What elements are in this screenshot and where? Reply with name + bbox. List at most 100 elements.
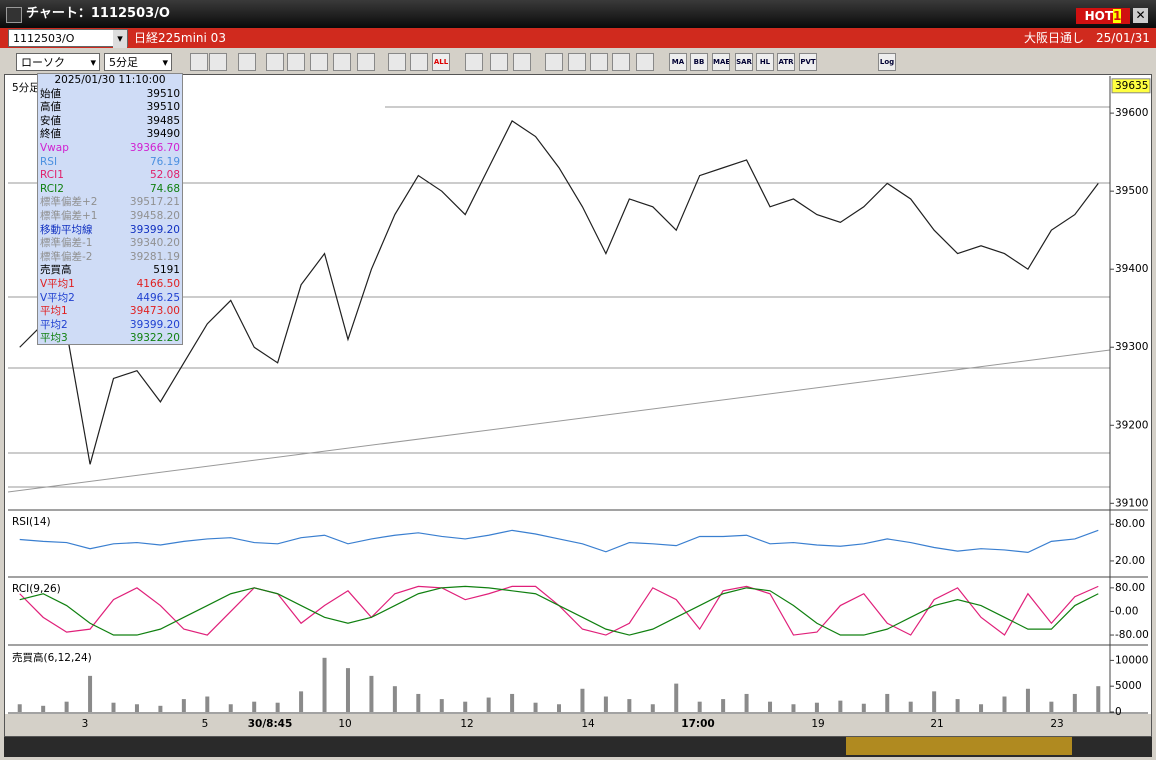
info-value: 39458.20 (129, 209, 180, 222)
info-value: 39366.70 (129, 141, 180, 154)
tool-icon[interactable] (636, 53, 654, 71)
info-value: 39340.20 (129, 237, 180, 250)
tool-icon[interactable] (310, 53, 328, 71)
chart-type-select[interactable]: ローソク ▾ (16, 53, 100, 71)
y-tick-label: -80.00 (1115, 629, 1149, 641)
info-label: RCI1 (40, 169, 64, 182)
tool-icon[interactable] (490, 53, 508, 71)
tool-icon[interactable] (410, 53, 428, 71)
trend-line (7, 349, 1111, 493)
info-row: 平均1 39473.00 (40, 305, 180, 319)
last-price-box (1111, 78, 1151, 94)
volume-bar (17, 704, 22, 712)
info-value: 39510 (146, 87, 180, 100)
volume-bar (603, 696, 608, 712)
info-value: 74.68 (149, 182, 180, 195)
tool-button[interactable]: Log (878, 53, 896, 71)
tool-button[interactable]: ATR (777, 53, 795, 71)
tool-icon[interactable] (568, 53, 586, 71)
series-line (19, 585, 1099, 636)
tool-icon[interactable] (357, 53, 375, 71)
info-label: 終値 (40, 128, 61, 141)
app-icon (6, 7, 22, 23)
tool-icon[interactable] (333, 53, 351, 71)
volume-bar (345, 668, 350, 712)
info-label: 安値 (40, 114, 61, 127)
info-row: 平均3 39322.20 (40, 332, 180, 346)
close-button[interactable]: ✕ (1133, 8, 1148, 23)
info-row: 始値 39510 (40, 88, 180, 102)
tool-icon[interactable] (388, 53, 406, 71)
info-value: 39490 (146, 128, 180, 141)
info-label: 平均2 (40, 318, 68, 331)
volume-bar (955, 699, 960, 712)
info-row: RCI2 74.68 (40, 183, 180, 197)
tool-button[interactable]: SAR (735, 53, 753, 71)
hot-number: 1 (1113, 9, 1122, 23)
interval: 5分足 (109, 56, 138, 69)
info-label: RSI (40, 155, 58, 168)
tool-button[interactable]: MA (669, 53, 687, 71)
info-value: 39322.20 (129, 332, 180, 345)
volume-bar (158, 705, 163, 712)
tool-icon[interactable] (190, 53, 208, 71)
x-tick-label: 17:00 (681, 718, 714, 730)
tool-icon[interactable] (612, 53, 630, 71)
info-row: Vwap 39366.70 (40, 142, 180, 156)
volume-bar (1096, 686, 1101, 712)
y-tick-label: 0.00 (1115, 605, 1138, 617)
tool-icon[interactable] (287, 53, 305, 71)
info-panel: 2025/01/30 11:10:00 始値 39510 高値 39510 安値 3948… (37, 73, 183, 345)
volume-bar (181, 699, 186, 712)
info-label: V平均2 (40, 291, 75, 304)
volume-bar (814, 702, 819, 712)
volume-bar (486, 697, 491, 712)
code-input[interactable]: 1112503/O ▾ (8, 29, 128, 48)
volume-bar (1002, 696, 1007, 712)
x-tick-label: 30/8:45 (248, 718, 293, 730)
tool-button[interactable]: PVT (799, 53, 817, 71)
volume-bar (1049, 701, 1054, 712)
y-tick-label: 5000 (1115, 680, 1142, 692)
volume-bar (580, 688, 585, 712)
interval-select[interactable]: 5分足 ▾ (104, 53, 172, 71)
volume-bar (861, 703, 866, 712)
info-label: 始値 (40, 87, 61, 100)
y-tick-label: 39200 (1115, 419, 1148, 431)
scroll-thumb[interactable] (846, 737, 1072, 755)
y-tick-label: 39500 (1115, 185, 1148, 197)
tool-icon[interactable] (590, 53, 608, 71)
volume-bar (768, 701, 773, 712)
tool-icon[interactable] (209, 53, 227, 71)
volume-bar (322, 657, 327, 712)
info-label: 平均1 (40, 305, 68, 318)
volume-bar (885, 693, 890, 712)
tool-icon[interactable] (465, 53, 483, 71)
volume-bar (439, 699, 444, 712)
tool-icon[interactable] (545, 53, 563, 71)
tool-icon[interactable] (238, 53, 256, 71)
info-row: 標準偏差+1 39458.20 (40, 210, 180, 224)
info-value: 39281.19 (129, 250, 180, 263)
info-value: 39399.20 (129, 223, 180, 236)
info-datetime: 2025/01/30 11:10:00 (54, 74, 166, 86)
hot-button[interactable]: HOT1 (1076, 8, 1130, 24)
tool-icon[interactable] (513, 53, 531, 71)
info-row: 移動平均線 39399.20 (40, 224, 180, 238)
volume-bar (674, 683, 679, 712)
x-tick-label: 19 (811, 718, 824, 730)
volume-bar (111, 702, 116, 712)
session: 大阪日通し (1024, 31, 1085, 45)
info-value: 4496.25 (136, 291, 180, 304)
info-label: 標準偏差-2 (40, 250, 93, 263)
x-tick-label: 14 (581, 718, 595, 730)
tool-icon[interactable] (266, 53, 284, 71)
instrument-name: 日経225mini 03 (134, 31, 226, 45)
info-label: V平均1 (40, 277, 75, 290)
info-row: 高値 39510 (40, 101, 180, 115)
tool-button[interactable]: BB (690, 53, 708, 71)
tool-button[interactable]: MAE (712, 53, 730, 71)
tool-button[interactable]: HL (756, 53, 774, 71)
tool-button[interactable]: ALL (432, 53, 450, 71)
volume-bar (252, 701, 257, 712)
